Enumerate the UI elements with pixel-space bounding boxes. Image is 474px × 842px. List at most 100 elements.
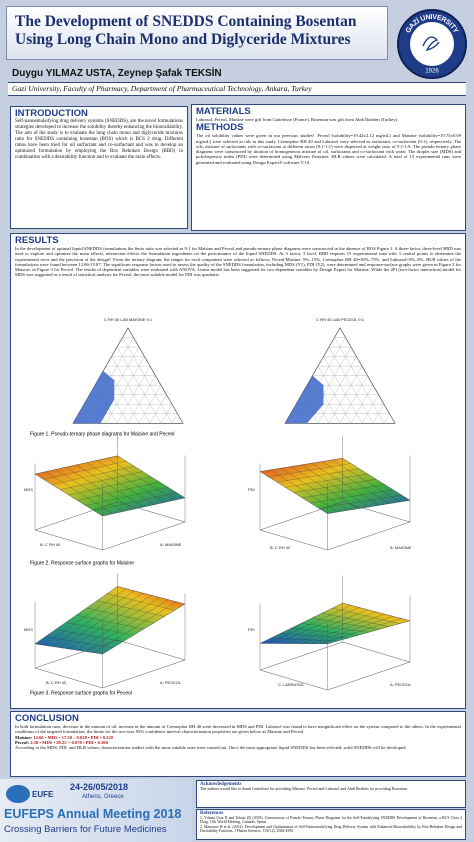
ternary-grid (339, 375, 368, 424)
section-text: According to the MDS, PDI, and HLB value… (15, 745, 407, 751)
meeting-slogan: Crossing Barriers for Future Medicines (4, 824, 167, 835)
equation: Peceol: 2.58 • MDS • 20.25 + 0.078 • PDI… (15, 740, 461, 745)
reference: 1. Yılmaz Usta D and Teksin ZŞ (2018). C… (200, 816, 462, 825)
title-box: The Development of SNEDDS Containing Bos… (6, 6, 388, 60)
axis-label: C: LABRASOL (278, 682, 305, 687)
figure-caption: Figure 2. Response surface graphs for Ma… (30, 560, 134, 566)
eufeps-logo: EUFEPS (6, 785, 54, 803)
surface-mesh (280, 468, 349, 511)
figure-caption: Figure 3. Response surface graphs for Pe… (30, 690, 132, 696)
eq-label: Maisine: (15, 734, 33, 740)
ternary-grid (149, 394, 167, 424)
surface-mesh (68, 595, 152, 650)
poster-title: The Development of SNEDDS Containing Bos… (15, 13, 357, 48)
section-title: METHODS (196, 122, 244, 134)
ternary-grid (171, 413, 178, 424)
axis-label: PDI (248, 627, 255, 632)
meeting-name: EUFEPS Annual Meeting 2018 (4, 807, 182, 821)
logo-text: EUFEPS (32, 790, 54, 799)
meeting-place: Athens, Greece (82, 794, 124, 800)
section-text: In the development of optimal liquid SNE… (15, 246, 461, 278)
surface-mesh (45, 471, 113, 514)
surface-mesh (55, 629, 124, 642)
phase-region (285, 375, 324, 424)
references: References 1. Yılmaz Usta D and Teksin Z… (196, 809, 466, 840)
section-title: RESULTS (15, 235, 59, 246)
surface-mesh (276, 468, 360, 483)
ternary-grid (111, 356, 151, 424)
surface-mesh (45, 636, 113, 648)
axis-label: B: C RH 40 (40, 542, 61, 547)
axis-label: PDI (248, 487, 255, 492)
ternary-grid (116, 346, 162, 424)
affiliation-bar: Gazi University, Faculty of Pharmacy, De… (8, 82, 466, 96)
section-text: In both formulation runs, decrease in th… (15, 724, 461, 735)
axis-label: A: MAISINE (160, 542, 182, 547)
surface-mesh (60, 471, 143, 490)
logo-graphic: GAZİ UNIVERSITY 1926 (397, 9, 467, 79)
surface-mesh (60, 592, 143, 648)
surface-mesh (43, 588, 127, 646)
surface-mesh (280, 633, 349, 639)
ternary-grid (383, 413, 390, 424)
ternary-grid (122, 337, 173, 424)
section-title: MATERIALS (196, 106, 251, 117)
surface-mesh (268, 463, 351, 477)
ternary-grid (334, 337, 385, 424)
reference: 2. Mansoori H et al. (2012). Development… (200, 824, 462, 833)
plot-title: C RH 40 LAB MAISINE 9:1 (104, 317, 153, 322)
ternary-grid (317, 356, 357, 424)
surface-mesh (293, 611, 377, 644)
section-title: CONCLUSION (15, 713, 79, 724)
section-title: INTRODUCTION (15, 108, 88, 119)
response-surface (259, 602, 411, 645)
axis-label: A: PECEOL (160, 680, 182, 685)
surface-mesh (293, 479, 377, 493)
surface-mesh (285, 473, 368, 488)
ternary-grid (323, 356, 363, 424)
ternary-grid (127, 375, 156, 424)
figure-caption: Figure 1. Pseudo-ternary phase diagrams … (30, 431, 175, 437)
introduction: INTRODUCTION Self-nanoemulsifying drug d… (10, 106, 188, 229)
plot-title: C RH 40 LAB PECEOL 9:1 (316, 317, 365, 322)
surface-mesh (51, 466, 135, 485)
surface-mesh (65, 622, 134, 636)
axis-label: MDS (24, 627, 33, 632)
axis-label: B: C RH 40 (46, 680, 67, 685)
eq-label: Peceol: (15, 739, 30, 745)
authors: Duygu YILMAZ USTA, Zeynep Şafak TEKSİN (12, 68, 222, 79)
phase-region (73, 370, 115, 424)
eq-text: 12.60 • MDS • 17.50 – 0.028 • PDI • 0.22… (33, 734, 113, 740)
section-text: The authors would like to thank Gattefos… (200, 786, 408, 791)
logo: GAZİ UNIVERSITY 1926 (395, 4, 469, 88)
figures: C RH 40 LAB MAISINE 9:1 C RH 40 LAB PECE… (24, 317, 412, 696)
axis-label: A: MAISINE (390, 545, 412, 550)
section-text: Labrasol, Peceol, Maisine were gift from… (196, 117, 399, 122)
affiliation: Gazi University, Faculty of Pharmacy, De… (12, 84, 312, 93)
surface-mesh (55, 469, 124, 512)
surface-mesh (290, 466, 359, 509)
ternary-grid (328, 346, 374, 424)
response-surface (34, 586, 186, 655)
meeting-banner: EUFEPS 24-26/05/2018 Athens, Greece EUFE… (0, 779, 192, 842)
surface-mesh (68, 476, 152, 496)
equation: Maisine: 12.60 • MDS • 17.50 – 0.028 • P… (15, 735, 461, 740)
surface-mesh (285, 609, 368, 644)
logo-year: 1926 (425, 69, 439, 75)
meeting-dates: 24-26/05/2018 (70, 782, 129, 792)
ternary-grid (361, 394, 379, 424)
axis-label: A: PECEOL (390, 682, 412, 687)
surface-mesh (290, 628, 359, 636)
section-title: Acknowledgements (200, 782, 242, 787)
surface-mesh (43, 460, 126, 480)
section-text: The oil solubility values were given in … (196, 133, 461, 165)
surface-mesh (276, 607, 360, 644)
surface-mesh (270, 469, 338, 513)
surface-mesh (270, 638, 338, 642)
conclusion: CONCLUSION In both formulation runs, dec… (10, 711, 466, 777)
acknowledgements: Acknowledgements The authors would like … (196, 780, 466, 808)
ternary-grid (105, 356, 145, 424)
axis-label: MDS (24, 487, 33, 492)
materials-methods: MATERIALS Labrasol, Peceol, Maisine were… (191, 104, 466, 231)
